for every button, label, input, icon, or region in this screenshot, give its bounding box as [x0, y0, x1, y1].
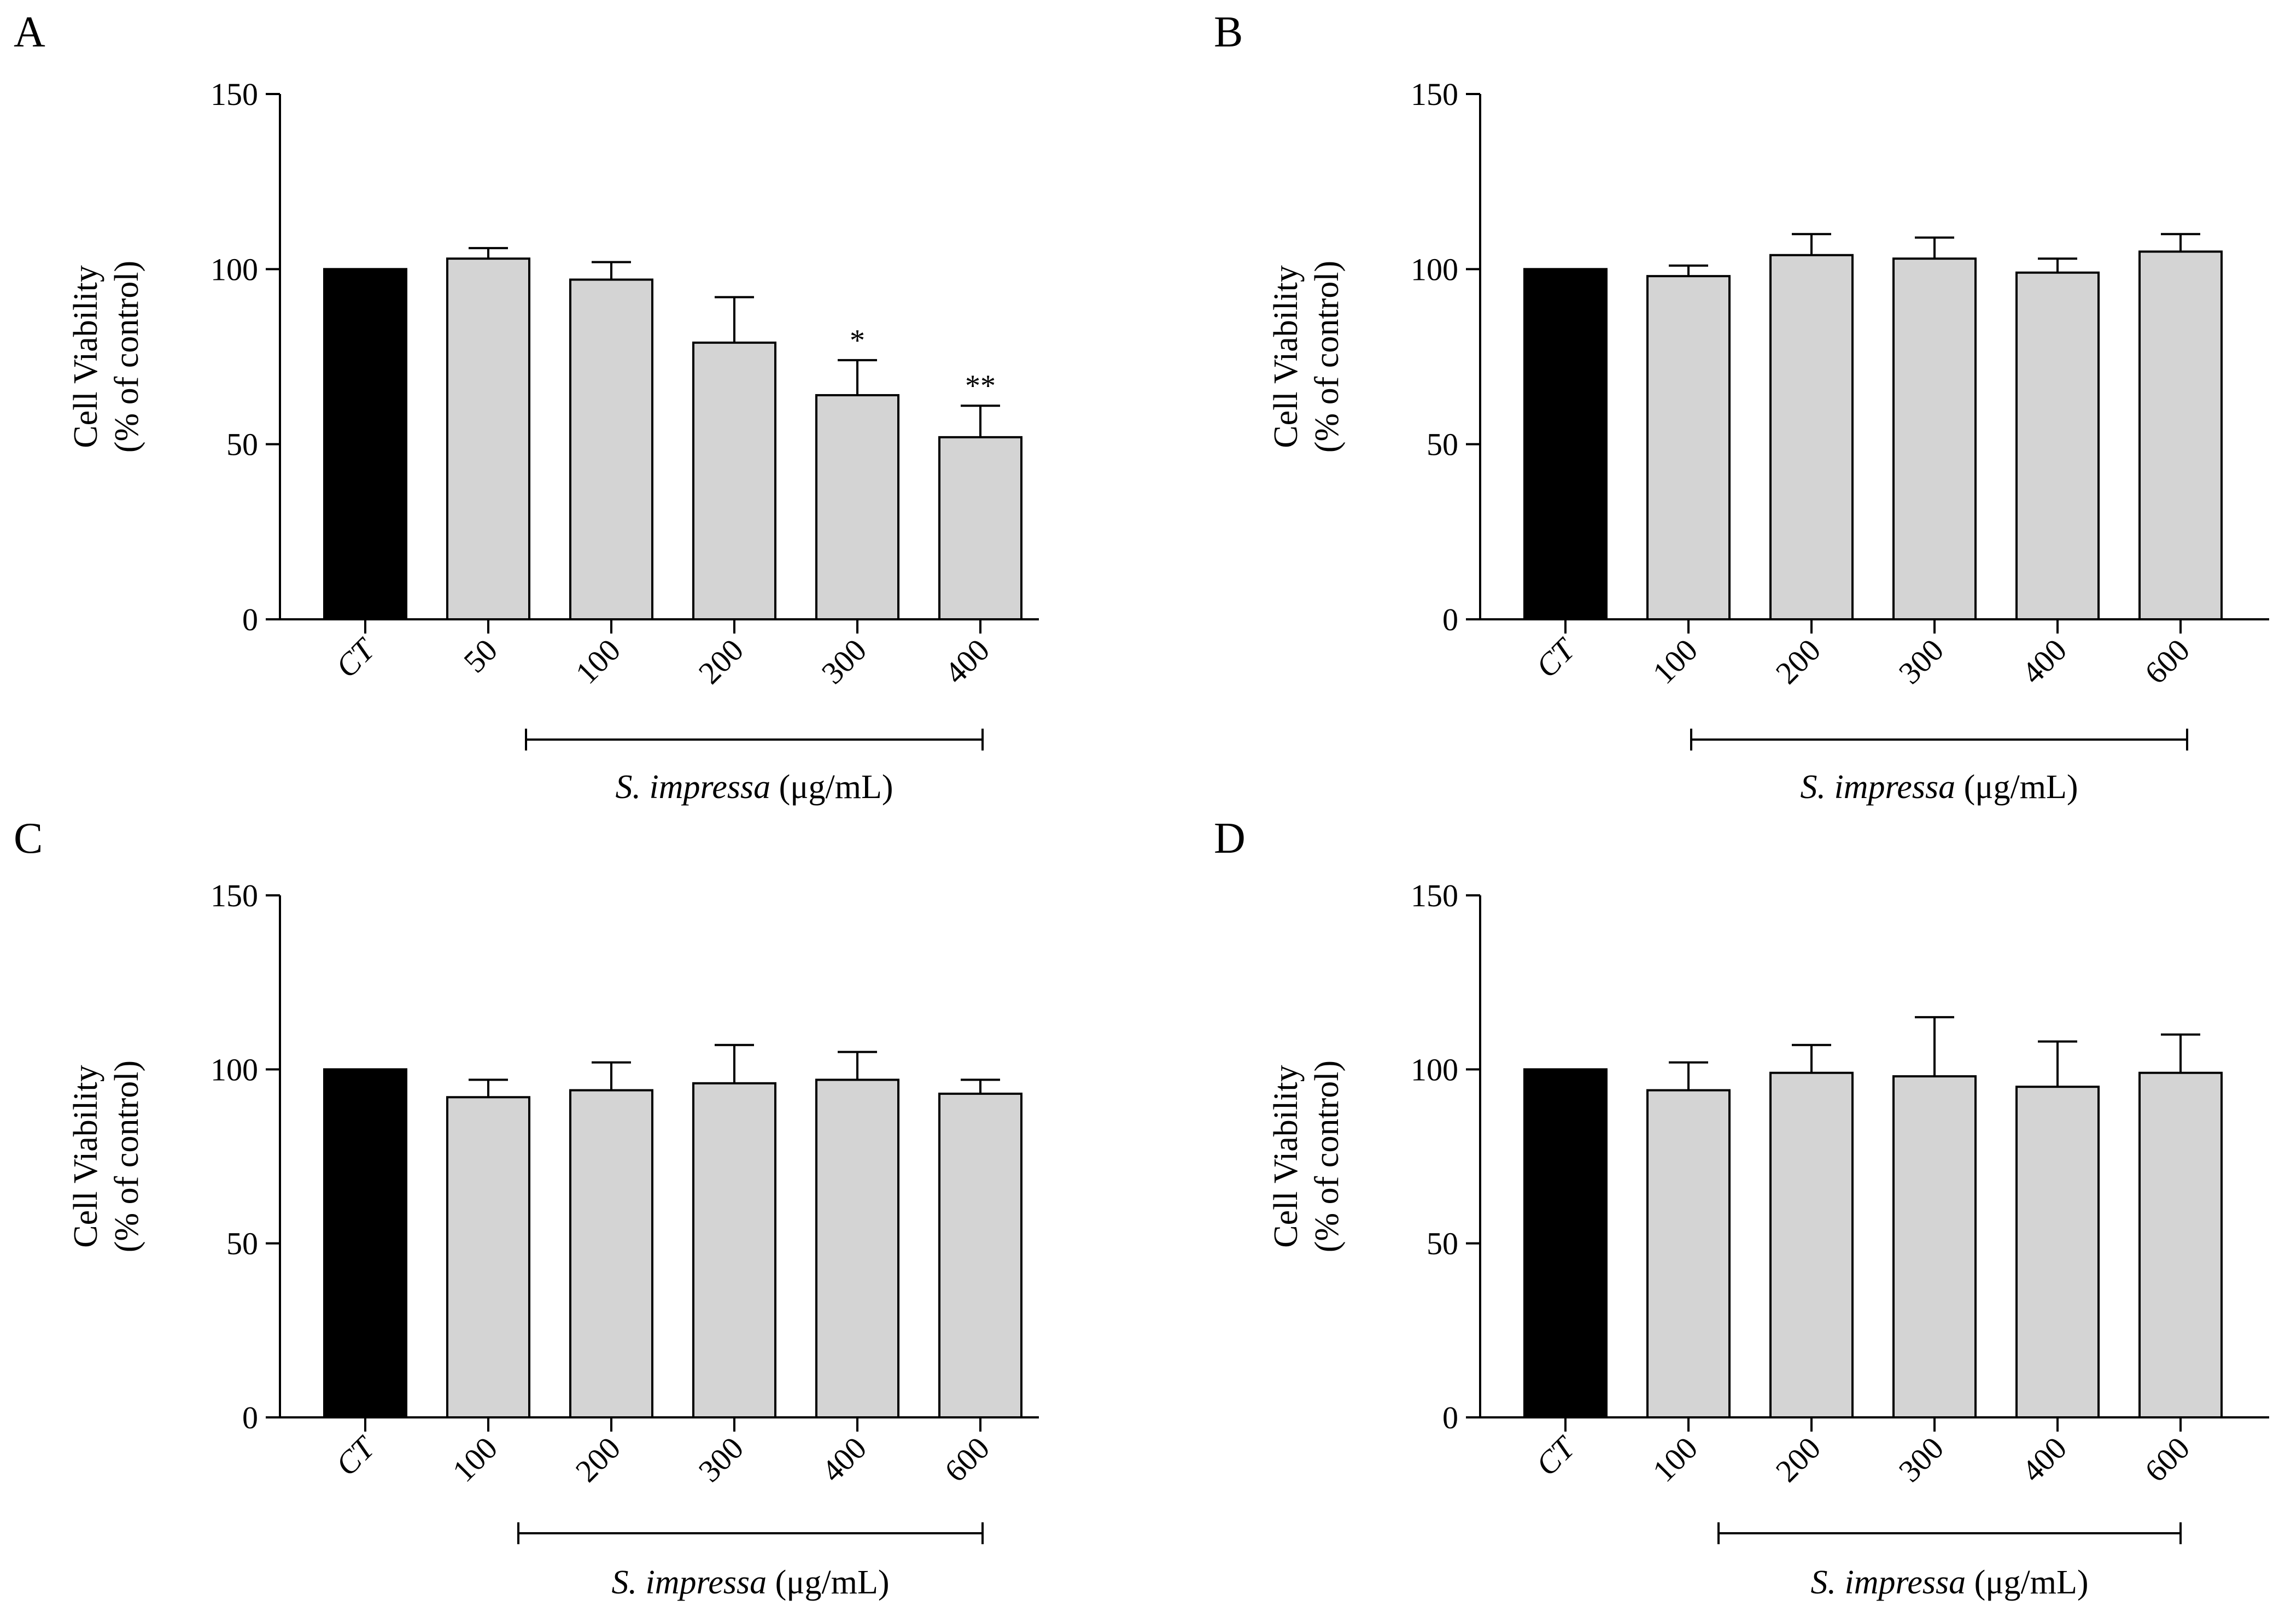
bar-400 [2015, 271, 2100, 620]
x-axis-label: S. impressa (μg/mL) [1811, 1564, 2089, 1601]
bar-600 [2138, 1071, 2223, 1418]
category-label-400: 400 [2015, 1430, 2073, 1488]
bar-400 [938, 436, 1022, 620]
x-axis-label-unit: (μg/mL) [767, 1564, 889, 1601]
panel-letter-C: C [14, 814, 43, 863]
bar-300 [815, 394, 899, 620]
y-axis-label-line1: Cell Viability [1267, 265, 1305, 448]
x-axis-label-species: S. impressa [612, 1564, 767, 1601]
panel-D: D 0 50 100 150 Cell Viability (% of control) CT… [1214, 814, 2269, 1601]
significance-marker: * [850, 324, 865, 357]
category-label-100: 100 [446, 1430, 504, 1488]
bar-CT [323, 268, 407, 621]
y-tick-label: 100 [1411, 251, 1458, 287]
category-label-50: 50 [457, 632, 504, 679]
category-label-200: 200 [569, 1430, 627, 1488]
y-tick-label: 0 [242, 602, 258, 637]
x-axis-label: S. impressa (μg/mL) [1801, 769, 2078, 806]
bar-600 [938, 1092, 1022, 1418]
x-axis-label-species: S. impressa [1811, 1564, 1966, 1601]
category-label-200: 200 [692, 632, 750, 690]
bar-300 [692, 1082, 776, 1419]
bar-400 [2015, 1086, 2100, 1418]
panel-letter-B: B [1214, 8, 1243, 56]
category-label-400: 400 [815, 1430, 873, 1488]
category-label-CT: CT [1529, 1429, 1583, 1483]
bar-200 [1769, 1071, 1854, 1418]
bar-300 [1892, 257, 1977, 620]
category-label-300: 300 [692, 1430, 750, 1488]
y-tick-label: 50 [1427, 427, 1458, 462]
x-axis-label-unit: (μg/mL) [1955, 769, 2078, 806]
x-axis-label-species: S. impressa [616, 769, 771, 806]
y-tick-label: 0 [1442, 602, 1458, 637]
bar-100 [1646, 1089, 1731, 1418]
category-label-400: 400 [2015, 632, 2073, 690]
bar-CT [323, 1068, 407, 1419]
panel-letter-D: D [1214, 814, 1246, 863]
y-tick-label: 150 [211, 878, 258, 913]
y-axis-label-line2: (% of control) [108, 261, 145, 453]
y-axis-label-line1: Cell Viability [67, 1065, 104, 1247]
bar-CT [1523, 1068, 1608, 1419]
y-tick-label: 150 [1411, 878, 1458, 913]
y-axis-label-line1: Cell Viability [1267, 1065, 1305, 1247]
bar-CT [1523, 268, 1608, 621]
x-axis-label: S. impressa (μg/mL) [616, 769, 893, 806]
category-label-CT: CT [329, 631, 383, 685]
bar-100 [1646, 275, 1731, 620]
category-label-600: 600 [938, 1430, 996, 1488]
y-tick-label: 0 [1442, 1400, 1458, 1435]
y-tick-label: 150 [1411, 77, 1458, 112]
category-label-300: 300 [1892, 1430, 1950, 1488]
y-tick-label: 50 [1427, 1226, 1458, 1262]
panel-B: B 0 50 100 150 Cell Viability (% of control) CT… [1214, 8, 2269, 806]
x-axis-label-unit: (μg/mL) [770, 769, 893, 806]
category-label-100: 100 [569, 632, 627, 690]
y-axis-label-line2: (% of control) [108, 1060, 145, 1252]
bar-100 [569, 278, 653, 620]
category-label-200: 200 [1769, 1430, 1827, 1488]
category-label-200: 200 [1769, 632, 1827, 690]
category-label-100: 100 [1646, 632, 1704, 690]
y-axis-label-line2: (% of control) [1308, 1060, 1346, 1252]
category-label-300: 300 [815, 632, 873, 690]
y-tick-label: 0 [242, 1400, 258, 1435]
y-tick-label: 50 [226, 1226, 258, 1262]
y-tick-label: 150 [211, 77, 258, 112]
bar-300 [1892, 1075, 1977, 1418]
bar-200 [692, 341, 776, 621]
category-label-400: 400 [938, 632, 996, 690]
category-label-100: 100 [1646, 1430, 1704, 1488]
bar-200 [1769, 254, 1854, 620]
y-tick-label: 100 [211, 1052, 258, 1087]
category-label-300: 300 [1892, 632, 1950, 690]
bar-100 [446, 1096, 530, 1419]
panel-A: A 0 50 100 150 Cell Viability (% of control) CT… [14, 8, 1039, 806]
bar-400 [815, 1078, 899, 1418]
y-tick-label: 100 [1411, 1052, 1458, 1087]
bar-600 [2138, 250, 2223, 620]
y-tick-label: 50 [226, 427, 258, 462]
category-label-600: 600 [2138, 632, 2196, 690]
x-axis-label-unit: (μg/mL) [1966, 1564, 2088, 1601]
y-axis-label-line2: (% of control) [1308, 261, 1346, 453]
category-label-CT: CT [329, 1429, 383, 1483]
category-label-CT: CT [1529, 631, 1583, 685]
panel-letter-A: A [14, 8, 45, 56]
bar-50 [446, 257, 530, 620]
significance-marker: ** [965, 369, 996, 403]
category-label-600: 600 [2138, 1430, 2196, 1488]
x-axis-label: S. impressa (μg/mL) [612, 1564, 890, 1601]
bar-200 [569, 1089, 653, 1418]
x-axis-label-species: S. impressa [1801, 769, 1956, 806]
y-tick-label: 100 [211, 251, 258, 287]
y-axis-label-line1: Cell Viability [67, 265, 104, 448]
panel-C: C 0 50 100 150 Cell Viability (% of control) CT… [14, 814, 1039, 1601]
